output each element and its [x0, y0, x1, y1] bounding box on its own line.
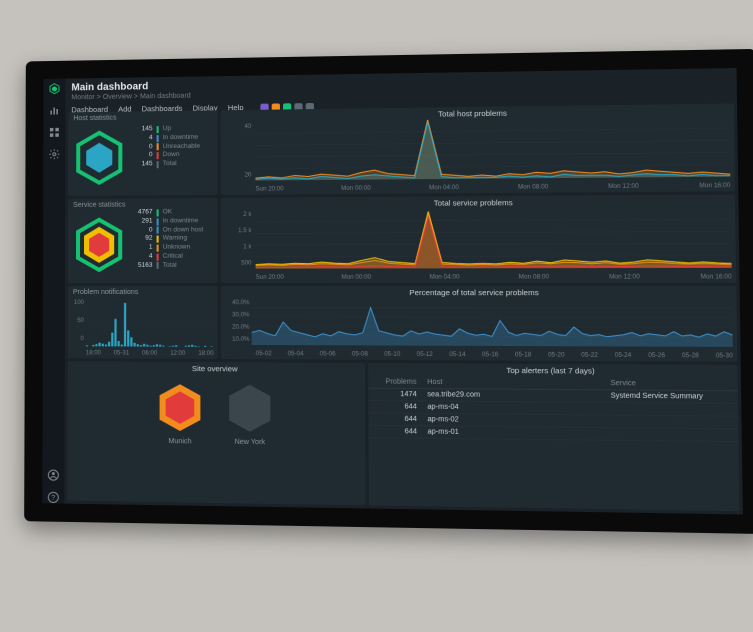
y-axis: 2 k1.5 k1 k500	[225, 212, 252, 267]
service-stats-list: 4767OK291In downtime0On down host92Warni…	[130, 208, 203, 270]
y-axis: 40.0%30.0%20.0%10.0%	[225, 300, 250, 343]
panel-site-overview: Site overview MunichNew York	[67, 361, 365, 505]
x-axis: Sun 20:00Mon 00:00Mon 04:00Mon 08:00Mon …	[256, 274, 732, 281]
site-munich[interactable]: Munich	[155, 381, 204, 446]
chart-plot	[86, 296, 214, 347]
settings-icon[interactable]	[48, 148, 60, 160]
col-host: Host	[427, 379, 610, 388]
host-stats-hex-icon	[74, 130, 124, 186]
user-icon[interactable]	[47, 469, 59, 481]
panel-notifications: Problem notifications 100500 18:0005-310…	[68, 286, 218, 359]
bottom-row: Site overview MunichNew York Top alerter…	[67, 361, 739, 511]
site-new-york[interactable]: New York	[225, 382, 275, 447]
grid-icon[interactable]	[48, 126, 60, 138]
col-service: Service	[610, 380, 731, 388]
table-row[interactable]: 644ap-ms-01	[368, 426, 738, 442]
panel-service-problems: Total service problems 2 k1.5 k1 k500 Su…	[221, 194, 737, 282]
panel-top-alerters: Top alerters (last 7 days) Problems Host…	[368, 363, 739, 511]
x-axis: 05-0205-0405-0605-0805-1005-1205-1405-16…	[256, 351, 733, 359]
sites-list: Munich New York	[68, 374, 366, 447]
y-axis: 100500	[70, 300, 84, 342]
x-axis: Sun 20:00Mon 00:00Mon 04:00Mon 08:00Mon …	[255, 183, 730, 193]
y-axis: 4020	[225, 124, 252, 179]
panel-host-problems: Total host problems 4020 Sun 20:00Mon 00…	[221, 103, 735, 194]
col-problems: Problems	[374, 378, 427, 386]
svg-text:?: ?	[51, 495, 55, 502]
service-stats-hex-icon	[74, 217, 124, 273]
monitor-icon[interactable]	[48, 104, 60, 116]
chart-plot	[256, 207, 732, 269]
table-body: 1474sea.tribe29.comSystemd Service Summa…	[368, 389, 738, 443]
monitor-bezel: ? Main dashboard Monitor > Overview > Ma…	[24, 49, 753, 534]
panel-host-stats: Host statistics 145Up4In downtime0Unreac…	[68, 110, 217, 196]
host-stats-list: 145Up4In downtime0Unreachable0Down145Tot…	[130, 125, 200, 170]
sidebar: ?	[42, 79, 65, 504]
dashboard-grid: Host statistics 145Up4In downtime0Unreac…	[64, 103, 742, 514]
x-axis: 18:0005-3106:0012:0018:00	[86, 350, 214, 357]
screen: ? Main dashboard Monitor > Overview > Ma…	[42, 68, 743, 514]
app-logo-icon[interactable]	[49, 83, 61, 95]
panel-service-stats: Service statistics 4767OK291In downtime0…	[68, 198, 218, 283]
chart-plot	[252, 298, 733, 347]
panel-title: Host statistics	[68, 110, 217, 125]
help-icon[interactable]: ?	[47, 491, 59, 503]
chart-plot	[255, 116, 730, 180]
panel-percentage: Percentage of total service problems 40.…	[221, 286, 738, 362]
